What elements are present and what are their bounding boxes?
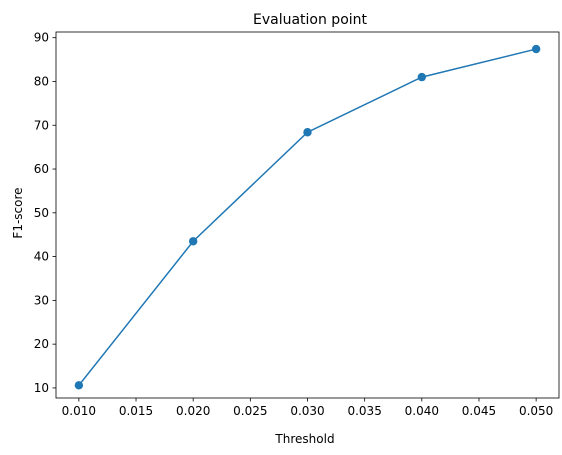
y-tick-label: 40 [34,250,49,264]
series-line [78,48,537,386]
data-point [74,381,84,390]
x-tick-label: 0.035 [347,404,381,418]
x-tick-label: 0.020 [176,404,210,418]
y-tick-label: 50 [34,206,49,220]
y-tick-label: 70 [34,118,49,132]
x-tick-label: 0.050 [519,404,553,418]
y-tick-label: 80 [34,74,49,88]
data-point [188,237,198,246]
plot-area: 0.010 0.015 0.020 0.025 0.030 0.035 0.040 0.045… [34,31,560,418]
chart-title: Evaluation point [253,12,368,28]
y-tick-label: 20 [34,337,49,351]
data-point [303,128,312,137]
y-tick-label: 30 [34,293,49,307]
y-axis-label: F1-score [11,187,25,238]
x-tick-label: 0.030 [290,404,324,418]
x-axis-label: Threshold [274,432,334,446]
y-tick-label: 90 [34,31,49,45]
x-tick-label: 0.010 [62,404,96,418]
x-tick-label: 0.045 [462,404,496,418]
y-tick-label: 10 [34,381,49,395]
y-tick-label: 60 [34,162,49,176]
data-point [531,44,541,54]
x-tick-label: 0.015 [119,404,153,418]
plot-frame [55,31,560,399]
x-tick-label: 0.040 [405,404,439,418]
data-point [417,72,427,82]
x-tick-label: 0.025 [233,404,267,418]
